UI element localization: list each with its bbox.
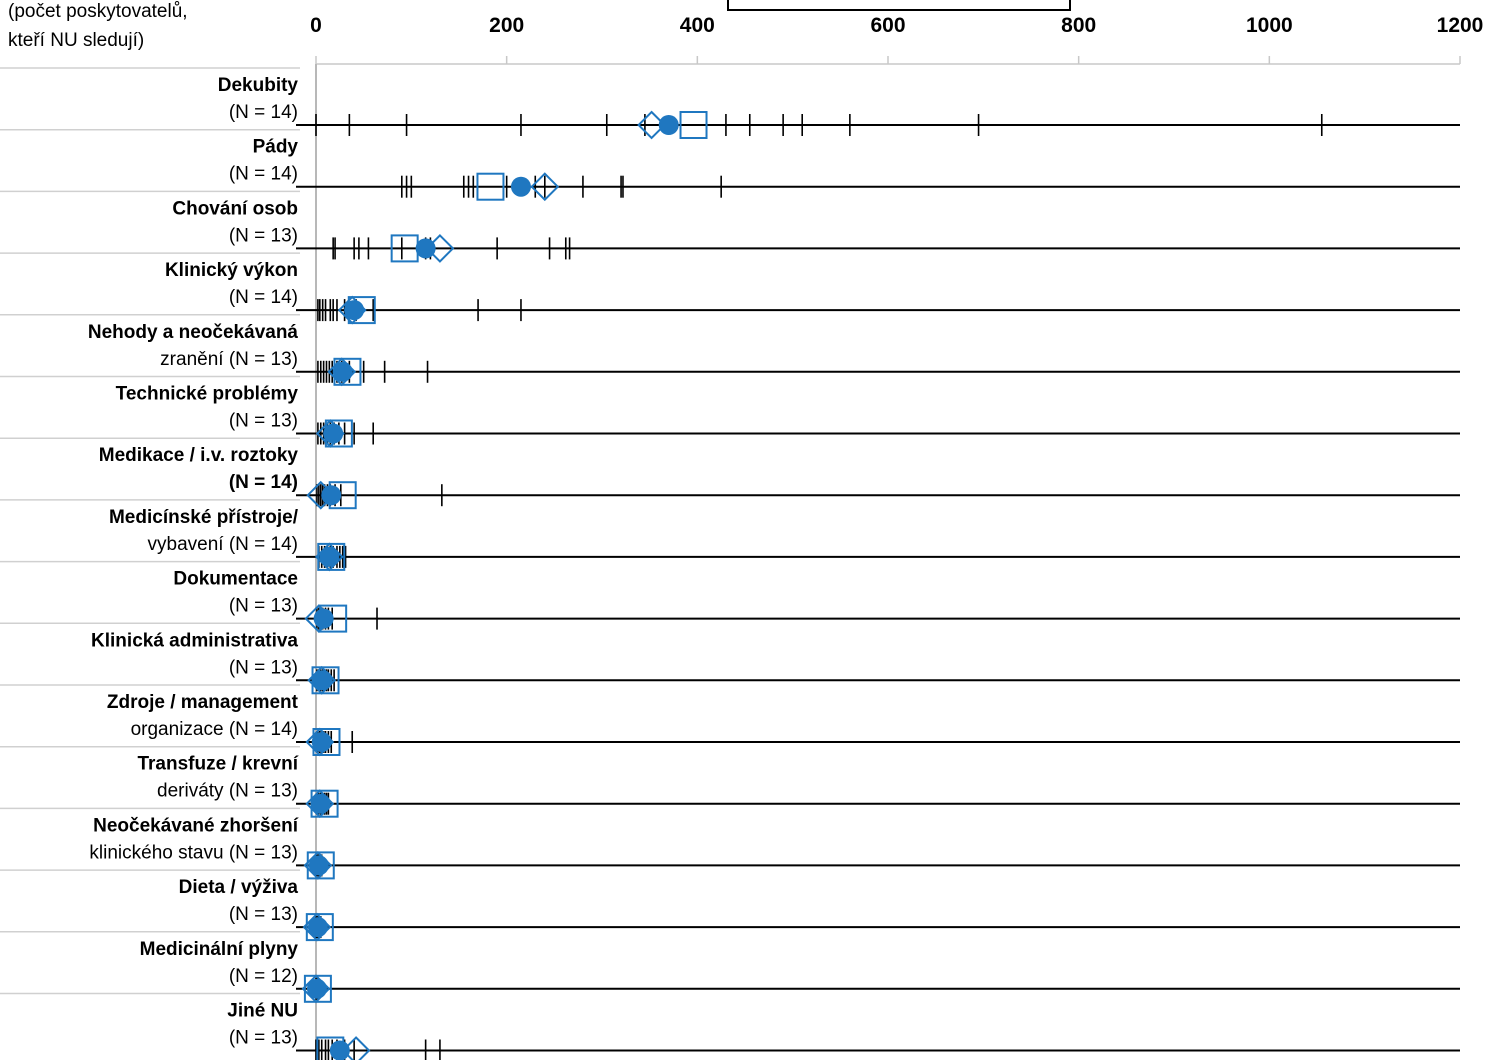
- mean-marker: [658, 115, 679, 135]
- category-row: Dokumentace (N = 13): [0, 560, 1460, 634]
- category-row: Jiné NU (N = 13): [0, 992, 1460, 1060]
- mean-marker: [313, 608, 334, 629]
- box-marker: [303, 974, 332, 1003]
- x-tick-label: 800: [1061, 14, 1096, 37]
- box-marker: [305, 913, 334, 942]
- category-label-line1: Medicínské přístroje/: [109, 507, 299, 528]
- category-label-line2: (N = 14): [229, 287, 298, 308]
- category-label-line1: Dokumentace: [173, 569, 298, 590]
- mean-marker: [415, 238, 436, 259]
- box-marker: [317, 542, 346, 571]
- mean-marker: [344, 300, 365, 321]
- category-row: Pády (N = 14): [0, 128, 1460, 202]
- category-label-line2: (N = 13): [229, 596, 298, 617]
- category-row: Klinický výkon (N = 14): [0, 252, 1460, 325]
- category-label-line2: klinického stavu (N = 13): [89, 842, 298, 863]
- category-label-line2: (N = 14): [229, 102, 298, 123]
- category-label-line2: (N = 14): [229, 164, 298, 185]
- category-row: Neočekávané zhoršení klinického stavu (N …: [0, 807, 1460, 880]
- category-row: Chování osob (N = 13): [0, 190, 1460, 263]
- category-row: Zdroje / management organizace (N = 14): [0, 684, 1460, 757]
- category-row: Transfuze / krevní deriváty (N = 13): [0, 745, 1460, 819]
- category-label-line2: (N = 13): [229, 411, 298, 432]
- category-label-line1: Dekubity: [218, 75, 299, 96]
- category-label-line1: Technické problémy: [116, 384, 299, 405]
- category-label-line2: (N = 13): [229, 904, 298, 925]
- category-label-line1: Medicinální plyny: [140, 939, 299, 960]
- category-label-line1: Jiné NU: [227, 1001, 298, 1022]
- box-marker: [311, 666, 340, 695]
- category-label-line1: Chování osob: [172, 198, 298, 219]
- category-label-line2: vybavení (N = 14): [148, 534, 299, 555]
- category-label-line1: Nehody a neočekávaná: [88, 322, 299, 343]
- category-rows: Dekubity (N = 14) Pády (N = 14) Chování osob…: [0, 67, 1460, 1060]
- mean-marker: [332, 361, 353, 382]
- mean-marker: [319, 546, 340, 567]
- category-row: Medikace / i.v. roztoky (N = 14): [0, 437, 1460, 510]
- category-label-line1: Pády: [253, 137, 299, 158]
- box-marker: [476, 172, 505, 201]
- legend-box-cropped: [727, 0, 1071, 11]
- category-row: Technické problémy (N = 13): [0, 375, 1460, 448]
- category-label-line2: deriváty (N = 13): [157, 781, 298, 802]
- category-row: Klinická administrativa (N = 13): [0, 622, 1460, 695]
- mean-marker: [310, 793, 331, 814]
- box-marker: [306, 851, 335, 880]
- category-label-line1: Neočekávané zhoršení: [93, 815, 299, 836]
- category-row: Dieta / výživa (N = 13): [0, 869, 1460, 942]
- category-label-line1: Klinický výkon: [165, 260, 298, 281]
- x-tick-label: 200: [489, 14, 524, 37]
- corner-label-line2: kteří NU sledují): [8, 30, 144, 51]
- category-row: Dekubity (N = 14): [0, 67, 1460, 140]
- mean-marker: [510, 176, 531, 197]
- category-label-line1: Transfuze / krevní: [137, 754, 298, 775]
- category-label-line2: (N = 13): [229, 1028, 298, 1049]
- mean-marker: [321, 485, 342, 506]
- mean-marker: [323, 423, 344, 444]
- x-tick-label: 1200: [1437, 14, 1484, 37]
- corner-label-line1: (počet poskytovatelů,: [8, 1, 188, 22]
- category-row: Medicínské přístroje/vybavení (N = 14): [0, 499, 1460, 572]
- axes: 0 200 400 600 800 1000 1200: [310, 14, 1483, 1060]
- x-tick-label: 600: [870, 14, 905, 37]
- category-label-line1: Zdroje / management: [107, 692, 299, 713]
- category-label-line1: Dieta / výživa: [179, 877, 299, 898]
- box-marker: [679, 111, 708, 139]
- category-label-line2: organizace (N = 14): [131, 719, 298, 740]
- category-row: Medicinální plyny (N = 12): [0, 931, 1460, 1004]
- category-label-line2: (N = 13): [229, 225, 298, 246]
- category-label-line1: Klinická administrativa: [91, 630, 298, 651]
- x-tick-label: 1000: [1246, 14, 1293, 37]
- mean-marker: [307, 917, 328, 938]
- category-label-line1: Medikace / i.v. roztoky: [99, 445, 299, 466]
- mean-marker: [329, 1040, 350, 1060]
- mean-marker: [311, 732, 332, 752]
- mean-marker: [308, 855, 329, 876]
- category-label-line2: zranění (N = 13): [160, 349, 298, 370]
- mean-marker: [306, 978, 327, 999]
- category-row: Nehody a neočekávaná zranění (N = 13): [0, 314, 1460, 387]
- category-label-line2: (N = 12): [229, 966, 298, 987]
- x-tick-label: 0: [310, 14, 322, 37]
- mean-marker: [312, 670, 333, 691]
- x-tick-label: 400: [680, 14, 715, 37]
- median-marker: [530, 172, 560, 202]
- category-label-line2: (N = 14): [229, 472, 298, 493]
- category-label-line2: (N = 13): [229, 657, 298, 678]
